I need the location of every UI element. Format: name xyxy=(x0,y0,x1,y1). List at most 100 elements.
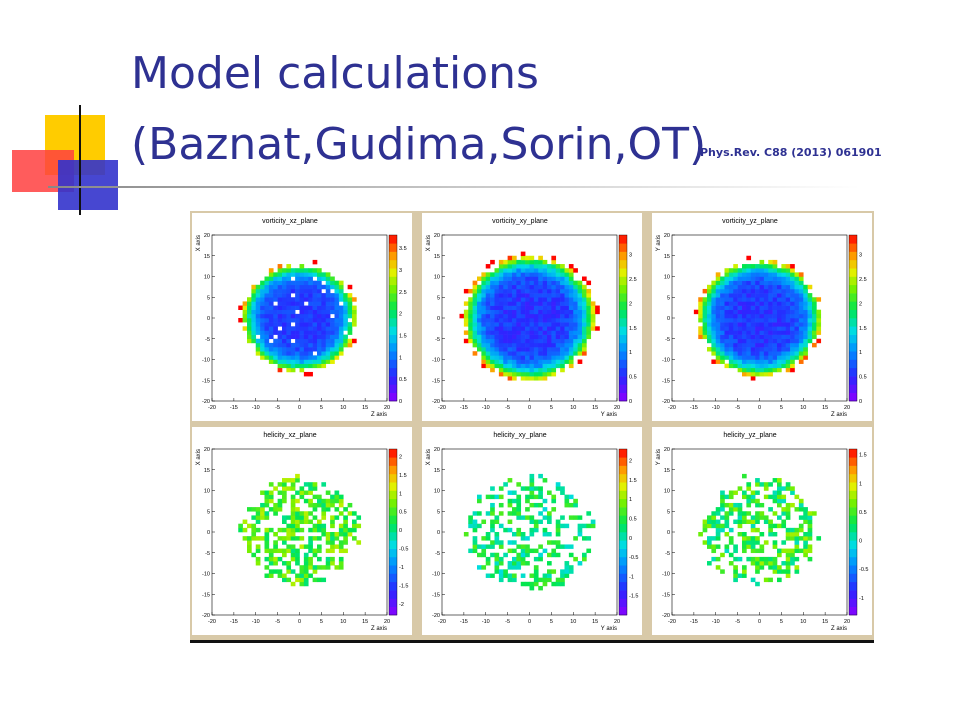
heatmap-cell xyxy=(343,536,348,541)
heatmap-cell xyxy=(737,293,743,298)
heatmap-cell xyxy=(711,556,717,562)
heatmap-cell xyxy=(512,367,517,373)
heatmap-cell xyxy=(763,556,769,562)
heatmap-cell xyxy=(577,309,583,315)
heatmap-cell xyxy=(707,309,712,315)
heatmap-cell xyxy=(525,544,530,549)
heatmap-cell xyxy=(781,569,787,574)
heatmap-cell xyxy=(772,309,778,315)
heatmap-cell xyxy=(463,330,469,335)
heatmap-cell xyxy=(547,288,552,294)
heatmap-cell xyxy=(547,334,552,340)
heatmap-cell xyxy=(533,565,539,570)
heatmap-cell xyxy=(564,494,570,500)
heatmap-cell xyxy=(720,515,725,520)
heatmap-cell xyxy=(512,351,517,356)
heatmap-cell xyxy=(308,363,313,369)
heatmap-cell xyxy=(512,297,517,302)
heatmap-cell xyxy=(807,284,813,290)
heatmap-cell xyxy=(334,498,340,504)
heatmap-cell xyxy=(317,355,322,360)
heatmap-cell xyxy=(477,297,482,302)
heatmap-cell xyxy=(268,342,274,348)
heatmap-cell xyxy=(290,355,296,360)
heatmap-cell xyxy=(812,330,817,335)
heatmap-cell xyxy=(295,288,300,294)
heatmap-cell xyxy=(512,318,517,323)
heatmap-cell xyxy=(255,293,261,298)
heatmap-cell xyxy=(595,309,600,315)
heatmap-cell xyxy=(807,305,813,310)
heatmap-cell xyxy=(715,297,721,302)
heatmap-cell xyxy=(803,322,808,327)
heatmap-cell xyxy=(551,371,557,377)
heatmap-cell xyxy=(516,371,522,377)
heatmap-cell xyxy=(308,355,313,360)
heatmap-cell xyxy=(481,334,487,340)
heatmap-cell xyxy=(794,548,800,554)
heatmap-cell xyxy=(772,359,778,364)
heatmap-cell xyxy=(533,577,539,583)
heatmap-cell xyxy=(560,523,565,529)
heatmap-cell xyxy=(542,268,548,273)
heatmap-cell xyxy=(295,338,300,344)
heatmap-cell xyxy=(481,326,487,331)
heatmap-cell xyxy=(768,272,773,277)
heatmap-cell xyxy=(577,305,583,310)
heatmap-cell xyxy=(490,288,495,294)
heatmap-cell xyxy=(343,297,348,302)
x-tick-label: -10 xyxy=(712,619,720,625)
heatmap-cell xyxy=(803,536,808,541)
heatmap-cell xyxy=(255,351,261,356)
heatmap-cell xyxy=(768,313,773,319)
heatmap-cell xyxy=(798,309,804,315)
heatmap-cell xyxy=(520,367,526,373)
heatmap-cell xyxy=(750,556,756,562)
heatmap-cell xyxy=(525,322,530,327)
heatmap-cell xyxy=(485,313,491,319)
heatmap-cell xyxy=(472,351,478,356)
heatmap-cell xyxy=(538,577,543,583)
heatmap-cell xyxy=(303,351,309,356)
heatmap-cell xyxy=(542,577,548,583)
heatmap-cell xyxy=(520,363,526,369)
heatmap-cell xyxy=(485,494,491,500)
heatmap-cell xyxy=(490,544,495,549)
heatmap-cell xyxy=(468,288,473,294)
heatmap-cell xyxy=(746,264,752,269)
heatmap-cell xyxy=(560,264,565,269)
heatmap-cell xyxy=(264,280,270,286)
colorbar-segment xyxy=(389,259,397,269)
heatmap-cell xyxy=(573,280,578,286)
heatmap-cell xyxy=(338,565,344,570)
heatmap-cell xyxy=(564,502,570,508)
heatmap-cell xyxy=(334,297,340,302)
heatmap-cell xyxy=(711,309,717,315)
heatmap-cell xyxy=(529,371,535,377)
heatmap-cell xyxy=(273,318,278,323)
heatmap-cell xyxy=(568,268,574,273)
heatmap-cell xyxy=(568,330,574,335)
heatmap-cell xyxy=(551,293,557,298)
heatmap-cell xyxy=(560,347,565,352)
heatmap-cell xyxy=(308,527,313,533)
heatmap-cell xyxy=(807,511,813,516)
heatmap-cell xyxy=(551,581,557,587)
heatmap-cell xyxy=(303,482,309,487)
heatmap-cell xyxy=(472,544,478,549)
heatmap-cell xyxy=(338,502,344,508)
heatmap-cell xyxy=(538,272,543,277)
heatmap-cell xyxy=(777,577,782,583)
heatmap-cell xyxy=(282,355,287,360)
heatmap-cell xyxy=(746,556,752,562)
heatmap-cell xyxy=(303,280,309,286)
heatmap-cell xyxy=(768,293,773,298)
heatmap-cell xyxy=(785,293,791,298)
heatmap-cell xyxy=(490,351,495,356)
heatmap-cell xyxy=(343,313,348,319)
heatmap-cell xyxy=(763,347,769,352)
heatmap-cell xyxy=(477,523,482,529)
heatmap-cell xyxy=(255,536,261,541)
heatmap-cell xyxy=(330,536,335,541)
heatmap-cell xyxy=(308,326,313,331)
